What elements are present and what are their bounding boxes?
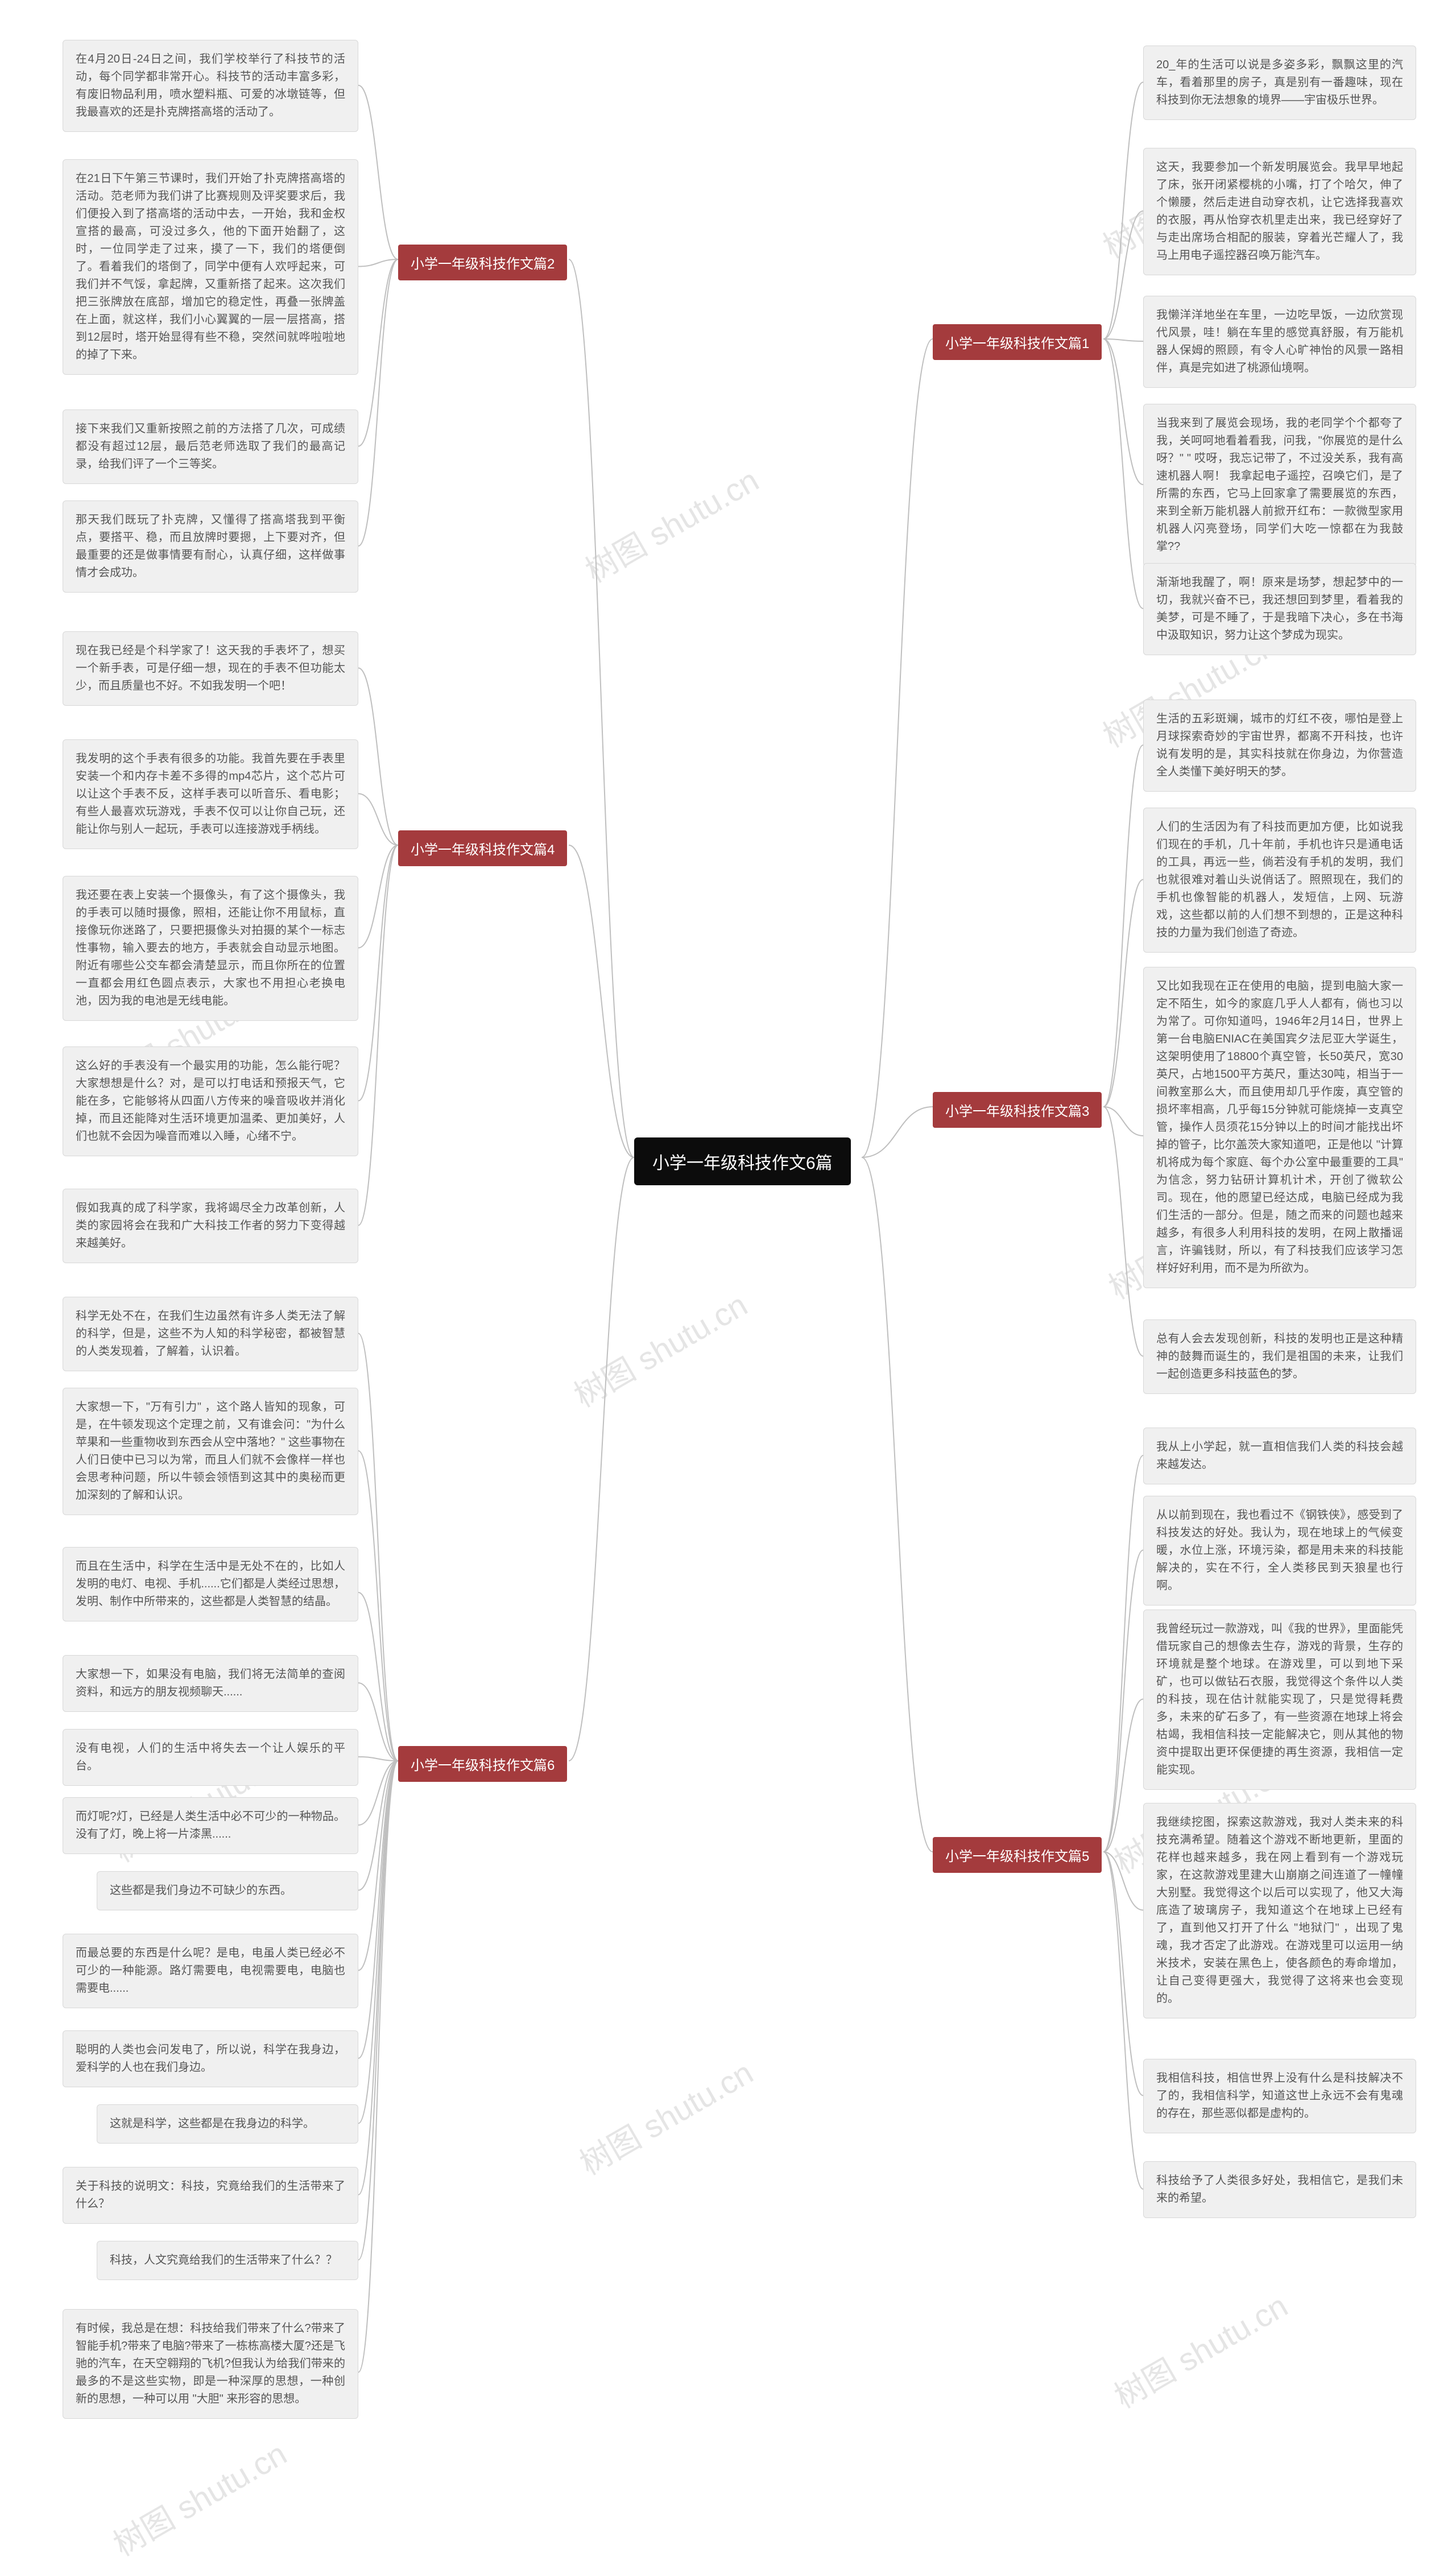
leaf-node: 没有电视，人们的生活中将失去一个让人娱乐的平台。 — [63, 1729, 358, 1786]
leaf-node: 我还要在表上安装一个摄像头，有了这个摄像头，我的手表可以随时摄像，照相，还能让你… — [63, 876, 358, 1021]
leaf-node: 而灯呢?灯，已经是人类生活中必不可少的一种物品。没有了灯，晚上将一片漆黑....… — [63, 1797, 358, 1854]
watermark: 树图 shutu.cn — [576, 456, 766, 592]
leaf-node: 我从上小学起，就一直相信我们人类的科技会越来越发达。 — [1143, 1428, 1416, 1484]
center-node: 小学一年级科技作文6篇 — [634, 1137, 851, 1185]
watermark: 树图 shutu.cn — [104, 2429, 293, 2565]
leaf-node: 在21日下午第三节课时，我们开始了扑克牌搭高塔的活动。范老师为我们讲了比赛规则及… — [63, 159, 358, 375]
leaf-node: 人们的生活因为有了科技而更加方便，比如说我们现在的手机，几十年前，手机也许只是通… — [1143, 808, 1416, 953]
leaf-node: 渐渐地我醒了，啊！原来是场梦，想起梦中的一切，我就兴奋不已，我还想回到梦里，看着… — [1143, 563, 1416, 655]
leaf-node: 那天我们既玩了扑克牌，又懂得了搭高塔我到平衡点，要搭平、稳，而且放牌时要摁，上下… — [63, 500, 358, 593]
branch-node: 小学一年级科技作文篇6 — [398, 1746, 567, 1782]
branch-node: 小学一年级科技作文篇2 — [398, 245, 567, 280]
leaf-node: 科技，人文究竟给我们的生活带来了什么？？ — [97, 2241, 358, 2280]
watermark: 树图 shutu.cn — [570, 2048, 760, 2185]
leaf-node: 总有人会去发现创新，科技的发明也正是这种精神的鼓舞而诞生的，我们是祖国的未来，让… — [1143, 1319, 1416, 1394]
leaf-node: 现在我已经是个科学家了！这天我的手表坏了，想买一个新手表，可是仔细一想，现在的手… — [63, 631, 358, 706]
leaf-node: 聪明的人类也会问发电了，所以说，科学在我身边，爱科学的人也在我们身边。 — [63, 2030, 358, 2087]
leaf-node: 科技给予了人类很多好处，我相信它，是我们未来的希望。 — [1143, 2161, 1416, 2218]
watermark: 树图 shutu.cn — [1105, 2281, 1294, 2418]
leaf-node: 接下来我们又重新按照之前的方法搭了几次，可成绩都没有超过12层，最后范老师选取了… — [63, 409, 358, 484]
leaf-node: 而且在生活中，科学在生活中是无处不在的，比如人发明的电灯、电视、手机......… — [63, 1547, 358, 1621]
leaf-node: 我相信科技，相信世界上没有什么是科技解决不了的，我相信科学，知道这世上永远不会有… — [1143, 2059, 1416, 2133]
leaf-node: 这就是科学，这些都是在我身边的科学。 — [97, 2104, 358, 2144]
leaf-node: 当我来到了展览会现场，我的老同学个个都夸了我，关呵呵地看着看我，问我，"你展览的… — [1143, 404, 1416, 566]
leaf-node: 这么好的手表没有一个最实用的功能，怎么能行呢？大家想想是什么？对，是可以打电话和… — [63, 1046, 358, 1156]
branch-node: 小学一年级科技作文篇3 — [933, 1092, 1102, 1128]
branch-node: 小学一年级科技作文篇1 — [933, 324, 1102, 360]
leaf-node: 生活的五彩斑斓，城市的灯红不夜，哪怕是登上月球探索奇妙的宇宙世界，都离不开科技，… — [1143, 700, 1416, 792]
watermark: 树图 shutu.cn — [564, 1280, 754, 1417]
branch-node: 小学一年级科技作文篇5 — [933, 1837, 1102, 1873]
leaf-node: 又比如我现在正在使用的电脑，提到电脑大家一定不陌生，如今的家庭几乎人人都有，倘也… — [1143, 967, 1416, 1288]
leaf-node: 有时候，我总是在想：科技给我们带来了什么?带来了智能手机?带来了电脑?带来了一栋… — [63, 2309, 358, 2419]
leaf-node: 假如我真的成了科学家，我将竭尽全力改革创新，人类的家园将会在我和广大科技工作者的… — [63, 1189, 358, 1263]
leaf-node: 这天，我要参加一个新发明展览会。我早早地起了床，张开闭紧樱桃的小嘴，打了个哈欠，… — [1143, 148, 1416, 275]
leaf-node: 从以前到现在，我也看过不《钢铁侠》，感受到了科技发达的好处。我认为，现在地球上的… — [1143, 1496, 1416, 1606]
leaf-node: 科学无处不在，在我们生边虽然有许多人类无法了解的科学，但是，这些不为人知的科学秘… — [63, 1297, 358, 1371]
leaf-node: 我继续挖图，探索这款游戏，我对人类未来的科技充满希望。随着这个游戏不断地更新，里… — [1143, 1803, 1416, 2018]
leaf-node: 在4月20日-24日之间，我们学校举行了科技节的活动，每个同学都非常开心。科技节… — [63, 40, 358, 132]
leaf-node: 我懒洋洋地坐在车里，一边吃早饭，一边欣赏现代风景，哇！躺在车里的感觉真舒服，有万… — [1143, 296, 1416, 388]
leaf-node: 这些都是我们身边不可缺少的东西。 — [97, 1871, 358, 1910]
leaf-node: 关于科技的说明文：科技，究竟给我们的生活带来了什么？ — [63, 2167, 358, 2224]
leaf-node: 大家想一下，如果没有电脑，我们将无法简单的查阅资料，和远方的朋友视频聊天....… — [63, 1655, 358, 1712]
leaf-node: 我曾经玩过一款游戏，叫《我的世界》，里面能凭借玩家自己的想像去生存，游戏的背景，… — [1143, 1610, 1416, 1790]
leaf-node: 而最总要的东西是什么呢？是电，电虽人类已经必不可少的一种能源。路灯需要电，电视需… — [63, 1934, 358, 2008]
branch-node: 小学一年级科技作文篇4 — [398, 830, 567, 866]
leaf-node: 大家想一下，"万有引力" ，这个路人皆知的现象，可是，在牛顿发现这个定理之前，又… — [63, 1388, 358, 1515]
leaf-node: 我发明的这个手表有很多的功能。我首先要在手表里安装一个和内存卡差不多得的mp4芯… — [63, 739, 358, 849]
leaf-node: 20_年的生活可以说是多姿多彩，飘飘这里的汽车，看着那里的房子，真是别有一番趣味… — [1143, 45, 1416, 120]
